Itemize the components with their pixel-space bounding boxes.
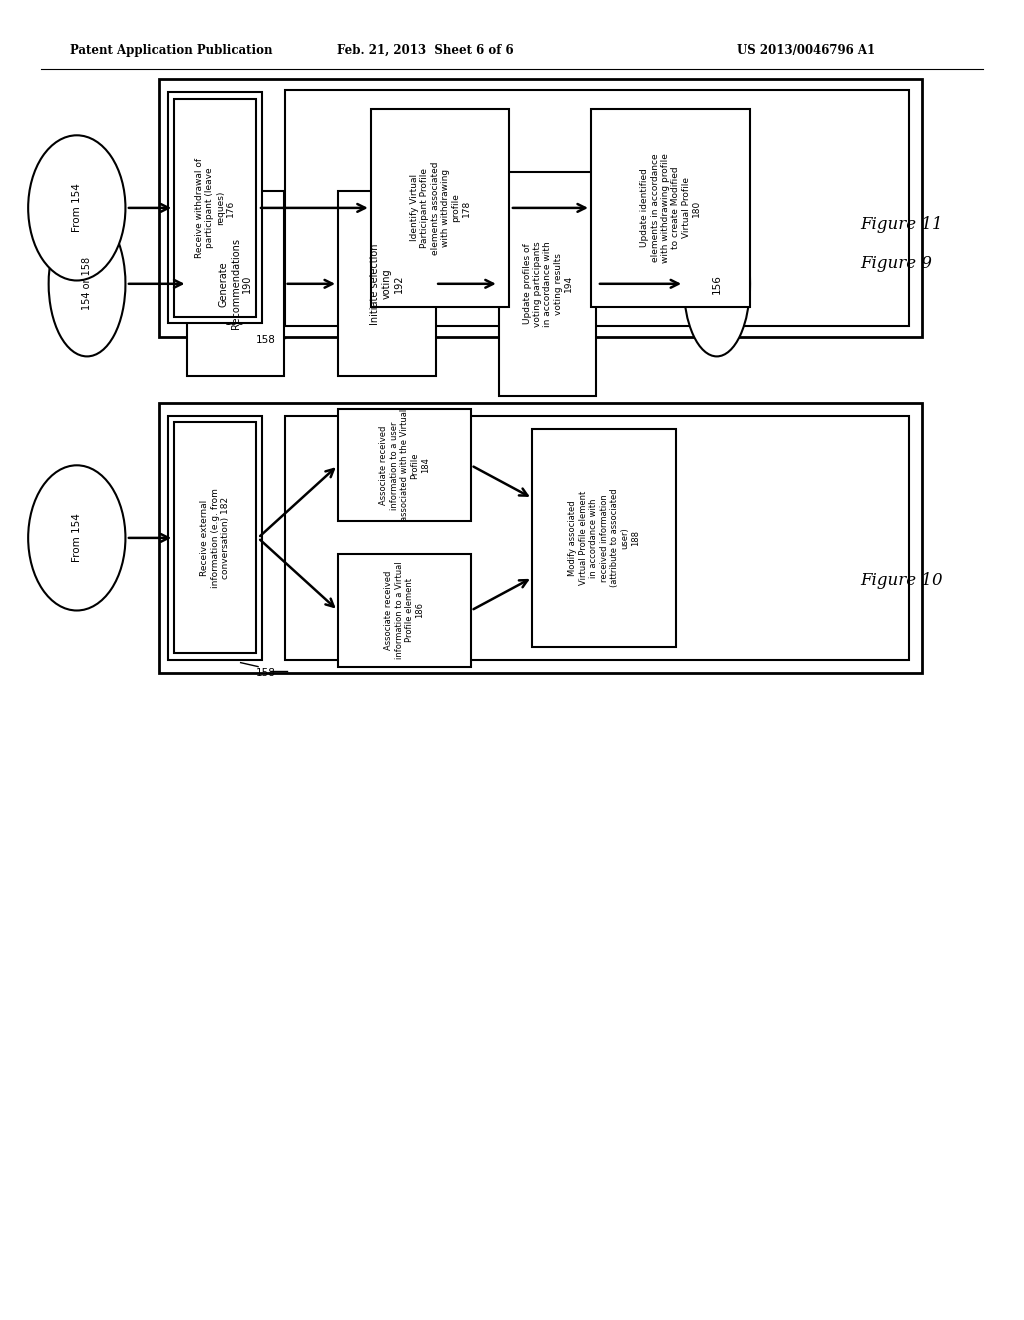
FancyBboxPatch shape [532, 429, 676, 647]
FancyBboxPatch shape [174, 422, 256, 653]
FancyBboxPatch shape [338, 554, 471, 667]
FancyBboxPatch shape [159, 403, 922, 673]
Text: Figure 9: Figure 9 [860, 256, 932, 272]
Text: Associate received
information to a Virtual
Profile element
186: Associate received information to a Virt… [384, 562, 425, 659]
Text: US 2013/0046796 A1: US 2013/0046796 A1 [737, 44, 876, 57]
Text: 156: 156 [225, 649, 245, 660]
Text: Feb. 21, 2013  Sheet 6 of 6: Feb. 21, 2013 Sheet 6 of 6 [337, 44, 513, 57]
Ellipse shape [49, 211, 125, 356]
FancyBboxPatch shape [159, 79, 922, 337]
Text: Receive external
information (e.g. from
conversation) 182: Receive external information (e.g. from … [200, 488, 230, 587]
Text: Figure 10: Figure 10 [860, 573, 943, 589]
Text: Update profiles of
voting participants
in accordance with
voting results
194: Update profiles of voting participants i… [522, 242, 573, 326]
Text: From 154: From 154 [72, 513, 82, 562]
Text: Associate received
information to a user
associated with the Virtual
Profile
184: Associate received information to a user… [379, 409, 430, 521]
Text: Modify associated
Virtual Profile element
in accordance with
received informatio: Modify associated Virtual Profile elemen… [568, 488, 640, 587]
Ellipse shape [28, 135, 125, 281]
FancyBboxPatch shape [338, 191, 436, 376]
Ellipse shape [28, 465, 125, 610]
FancyBboxPatch shape [592, 108, 750, 306]
FancyBboxPatch shape [338, 409, 471, 521]
Ellipse shape [684, 211, 750, 356]
FancyBboxPatch shape [186, 191, 284, 376]
FancyBboxPatch shape [174, 99, 256, 317]
FancyBboxPatch shape [168, 416, 262, 660]
Text: 158: 158 [256, 668, 275, 678]
Text: Update identified
elements in accordance
with withdrawing profile
to create Modi: Update identified elements in accordance… [640, 153, 701, 263]
Text: Identify Virtual
Participant Profile
elements associated
with withdrawing
profil: Identify Virtual Participant Profile ele… [410, 161, 471, 255]
FancyBboxPatch shape [500, 172, 596, 396]
Text: 158: 158 [256, 335, 275, 346]
FancyBboxPatch shape [285, 416, 909, 660]
FancyBboxPatch shape [168, 92, 262, 323]
Text: Generate
Recommendations
190: Generate Recommendations 190 [219, 239, 252, 329]
FancyBboxPatch shape [371, 108, 510, 306]
FancyBboxPatch shape [285, 90, 909, 326]
Text: From 154: From 154 [72, 183, 82, 232]
Text: 156: 156 [712, 273, 722, 294]
Text: Figure 11: Figure 11 [860, 216, 943, 232]
Text: 156: 156 [225, 317, 245, 327]
Text: Initiate selection
voting
192: Initiate selection voting 192 [371, 243, 403, 325]
Text: 154 or 158: 154 or 158 [82, 257, 92, 310]
Text: Patent Application Publication: Patent Application Publication [70, 44, 272, 57]
Text: Receive withdrawal of
participant (leave
reques)
176: Receive withdrawal of participant (leave… [195, 158, 236, 257]
